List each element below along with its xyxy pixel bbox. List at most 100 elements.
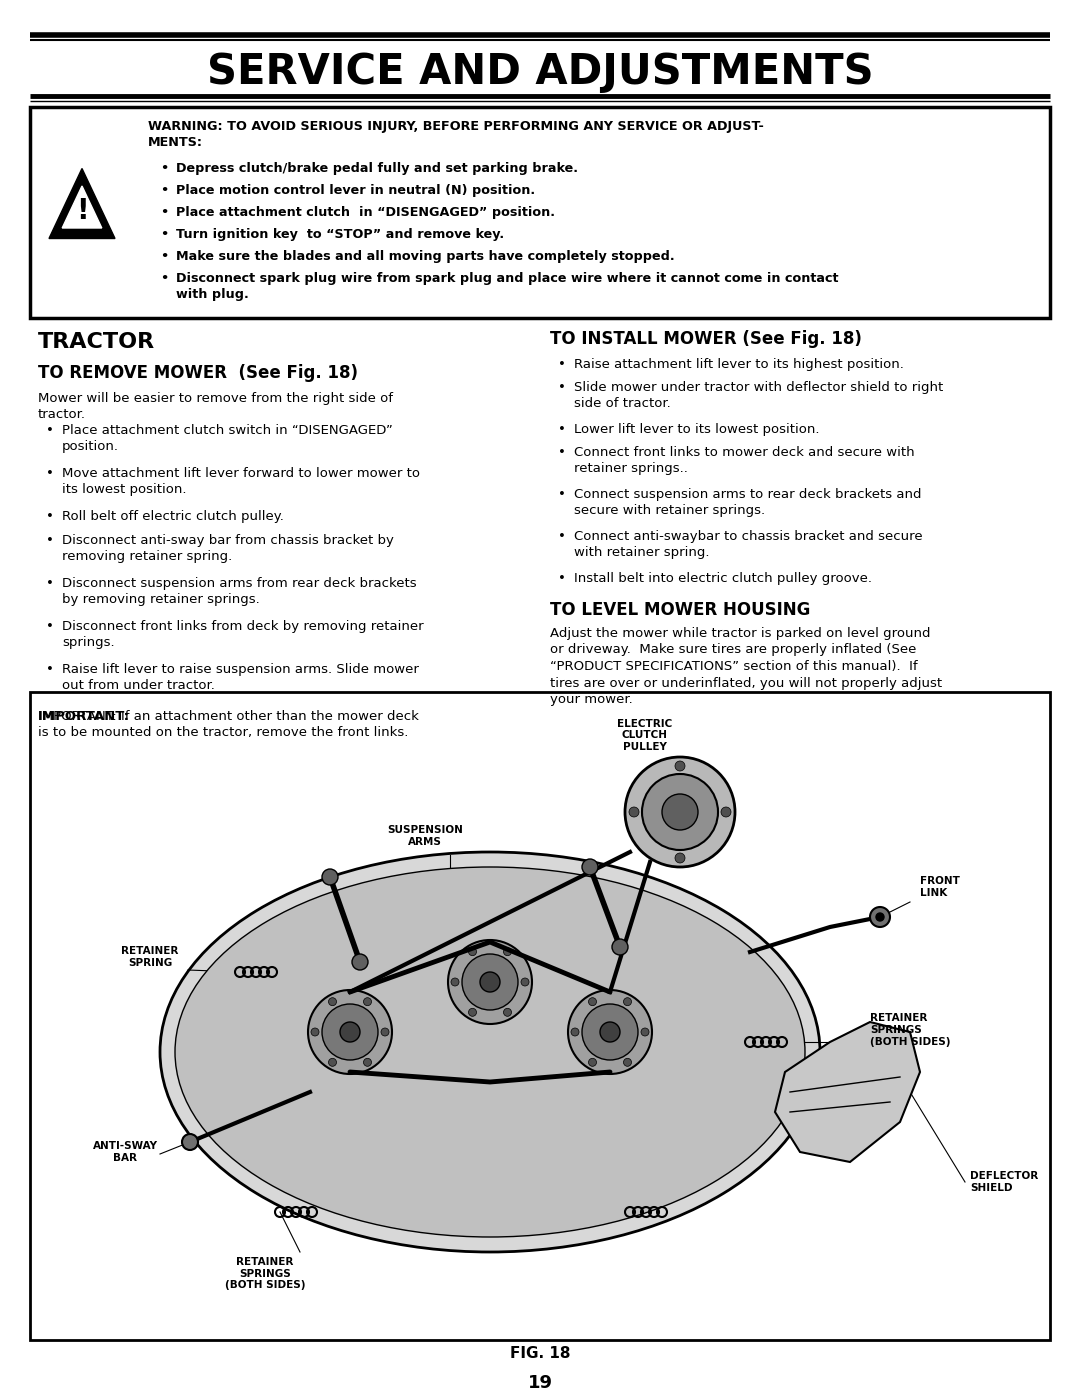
Circle shape — [448, 940, 532, 1024]
Text: Disconnect anti-sway bar from chassis bracket by
removing retainer spring.: Disconnect anti-sway bar from chassis br… — [62, 534, 394, 563]
Circle shape — [364, 997, 372, 1006]
Circle shape — [451, 978, 459, 986]
Circle shape — [183, 1134, 198, 1150]
Circle shape — [589, 997, 596, 1006]
Text: DEFLECTOR
SHIELD: DEFLECTOR SHIELD — [970, 1171, 1038, 1193]
Text: •: • — [46, 577, 54, 590]
Text: Mower will be easier to remove from the right side of
tractor.: Mower will be easier to remove from the … — [38, 393, 393, 422]
Circle shape — [328, 997, 337, 1006]
Text: RETAINER
SPRINGS
(BOTH SIDES): RETAINER SPRINGS (BOTH SIDES) — [870, 1013, 950, 1046]
Text: FIG. 18: FIG. 18 — [510, 1345, 570, 1361]
Text: IMPORTANT:: IMPORTANT: — [38, 710, 130, 724]
Text: •: • — [160, 272, 168, 285]
Ellipse shape — [175, 868, 805, 1236]
Text: Disconnect front links from deck by removing retainer
springs.: Disconnect front links from deck by remo… — [62, 620, 423, 650]
Circle shape — [870, 907, 890, 928]
Circle shape — [589, 1059, 596, 1066]
Text: Connect anti-swaybar to chassis bracket and secure
with retainer spring.: Connect anti-swaybar to chassis bracket … — [573, 529, 922, 559]
Circle shape — [642, 774, 718, 849]
Circle shape — [381, 1028, 389, 1037]
Circle shape — [582, 1004, 638, 1060]
Text: Install belt into electric clutch pulley groove.: Install belt into electric clutch pulley… — [573, 571, 872, 585]
Text: SUSPENSION
ARMS: SUSPENSION ARMS — [387, 826, 463, 847]
Circle shape — [568, 990, 652, 1074]
Text: •: • — [558, 358, 566, 372]
Circle shape — [642, 1028, 649, 1037]
Text: SERVICE AND ADJUSTMENTS: SERVICE AND ADJUSTMENTS — [206, 52, 874, 94]
Circle shape — [340, 1023, 360, 1042]
Text: Connect front links to mower deck and secure with
retainer springs..: Connect front links to mower deck and se… — [573, 446, 915, 475]
Text: 19: 19 — [527, 1375, 553, 1391]
Circle shape — [462, 954, 518, 1010]
Text: TO REMOVE MOWER  (See Fig. 18): TO REMOVE MOWER (See Fig. 18) — [38, 365, 357, 381]
Text: •: • — [160, 162, 168, 175]
Text: Depress clutch/brake pedal fully and set parking brake.: Depress clutch/brake pedal fully and set… — [176, 162, 578, 175]
Circle shape — [322, 1004, 378, 1060]
Text: Place motion control lever in neutral (N) position.: Place motion control lever in neutral (N… — [176, 184, 535, 197]
Text: Disconnect suspension arms from rear deck brackets
by removing retainer springs.: Disconnect suspension arms from rear dec… — [62, 577, 417, 606]
Text: Make sure the blades and all moving parts have completely stopped.: Make sure the blades and all moving part… — [176, 250, 675, 263]
Text: •: • — [558, 446, 566, 460]
Circle shape — [623, 997, 632, 1006]
Text: •: • — [558, 488, 566, 502]
Text: Lower lift lever to its lowest position.: Lower lift lever to its lowest position. — [573, 423, 820, 436]
Circle shape — [322, 869, 338, 886]
Ellipse shape — [160, 852, 820, 1252]
Text: •: • — [558, 423, 566, 436]
Text: IMPORTANT: If an attachment other than the mower deck
is to be mounted on the tr: IMPORTANT: If an attachment other than t… — [38, 710, 419, 739]
Text: •: • — [160, 205, 168, 219]
Text: •: • — [46, 510, 54, 522]
Text: Disconnect spark plug wire from spark plug and place wire where it cannot come i: Disconnect spark plug wire from spark pl… — [176, 272, 838, 300]
Circle shape — [311, 1028, 319, 1037]
Circle shape — [721, 807, 731, 817]
Text: •: • — [558, 529, 566, 543]
Text: •: • — [558, 381, 566, 394]
Text: Place attachment clutch switch in “DISENGAGED”
position.: Place attachment clutch switch in “DISEN… — [62, 425, 393, 453]
Text: TO INSTALL MOWER (See Fig. 18): TO INSTALL MOWER (See Fig. 18) — [550, 330, 862, 348]
Text: TRACTOR: TRACTOR — [38, 332, 156, 352]
Text: Roll belt off electric clutch pulley.: Roll belt off electric clutch pulley. — [62, 510, 284, 522]
Text: •: • — [46, 620, 54, 633]
Text: RETAINER
SPRINGS
(BOTH SIDES): RETAINER SPRINGS (BOTH SIDES) — [225, 1257, 306, 1291]
Circle shape — [600, 1023, 620, 1042]
Text: •: • — [46, 664, 54, 676]
Circle shape — [503, 947, 512, 956]
Text: •: • — [160, 228, 168, 242]
Circle shape — [364, 1059, 372, 1066]
Polygon shape — [775, 1023, 920, 1162]
Circle shape — [675, 761, 685, 771]
Circle shape — [308, 990, 392, 1074]
Polygon shape — [63, 186, 102, 228]
Text: •: • — [46, 425, 54, 437]
Text: Turn ignition key  to “STOP” and remove key.: Turn ignition key to “STOP” and remove k… — [176, 228, 504, 242]
Text: FRONT
LINK: FRONT LINK — [920, 876, 960, 898]
Bar — [30, 108, 1050, 319]
Text: Place attachment clutch  in “DISENGAGED” position.: Place attachment clutch in “DISENGAGED” … — [176, 205, 555, 219]
Text: •: • — [160, 184, 168, 197]
Circle shape — [582, 859, 598, 875]
Text: Move attachment lift lever forward to lower mower to
its lowest position.: Move attachment lift lever forward to lo… — [62, 467, 420, 496]
Circle shape — [625, 757, 735, 868]
Text: •: • — [46, 534, 54, 548]
Text: •: • — [160, 250, 168, 263]
Circle shape — [571, 1028, 579, 1037]
Text: Adjust the mower while tractor is parked on level ground
or driveway.  Make sure: Adjust the mower while tractor is parked… — [550, 627, 942, 705]
Text: Raise lift lever to raise suspension arms. Slide mower
out from under tractor.: Raise lift lever to raise suspension arm… — [62, 664, 419, 692]
Circle shape — [469, 1009, 476, 1016]
Text: Raise attachment lift lever to its highest position.: Raise attachment lift lever to its highe… — [573, 358, 904, 372]
Circle shape — [662, 793, 698, 830]
Circle shape — [480, 972, 500, 992]
Circle shape — [876, 914, 885, 921]
Text: Slide mower under tractor with deflector shield to right
side of tractor.: Slide mower under tractor with deflector… — [573, 381, 943, 409]
Text: TO LEVEL MOWER HOUSING: TO LEVEL MOWER HOUSING — [550, 601, 810, 619]
Text: RETAINER
SPRING: RETAINER SPRING — [121, 946, 178, 968]
Circle shape — [629, 807, 639, 817]
Circle shape — [623, 1059, 632, 1066]
Text: •: • — [558, 571, 566, 585]
Text: •: • — [46, 467, 54, 481]
Circle shape — [469, 947, 476, 956]
Circle shape — [503, 1009, 512, 1016]
Text: !: ! — [76, 197, 89, 225]
Text: ELECTRIC
CLUTCH
PULLEY: ELECTRIC CLUTCH PULLEY — [618, 719, 673, 752]
Circle shape — [612, 939, 627, 956]
